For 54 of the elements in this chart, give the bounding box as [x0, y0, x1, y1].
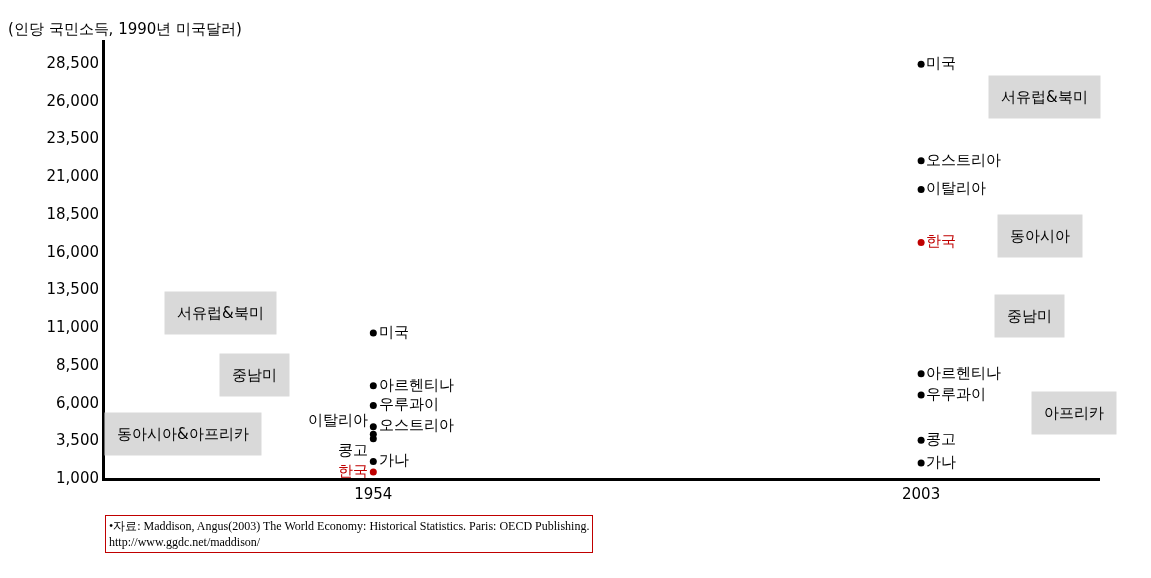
- text: 콩고: [337, 441, 368, 460]
- point: [917, 370, 925, 378]
- text: 오스트리아: [378, 416, 454, 435]
- y-tick-label: 26,000: [46, 91, 99, 110]
- series-label: 미국: [926, 53, 957, 72]
- y-tick-label: 21,000: [46, 167, 99, 186]
- text: 아르헨티나: [378, 375, 454, 394]
- annotation: 서유럽&북미: [177, 304, 264, 322]
- point: [369, 468, 377, 476]
- annotation: 동아시아: [1010, 227, 1070, 245]
- point: [369, 435, 377, 443]
- point: [369, 329, 377, 337]
- series-label: 오스트리아: [926, 150, 1002, 169]
- point: [917, 459, 925, 467]
- series-label: 이탈리아: [926, 179, 987, 198]
- text: 미국: [378, 322, 409, 341]
- y-tick-label: 3,500: [56, 431, 99, 450]
- text: •자료: Maddison, Angus(2003) The World Economy: Historical Statistics. Paris: OECD Publishing. http://www.ggdc.net/maddison/: [109, 519, 590, 549]
- point: [369, 457, 377, 465]
- series-label: 콩고: [926, 429, 957, 448]
- point: [917, 391, 925, 399]
- point: [369, 382, 377, 390]
- annotation: 중남미: [232, 366, 277, 384]
- point: [369, 423, 377, 431]
- point: [917, 436, 925, 444]
- text: 이탈리아: [307, 411, 368, 430]
- y-tick-label: 16,000: [46, 242, 99, 261]
- text: 한국: [337, 461, 368, 480]
- point: [917, 238, 925, 246]
- annotation: 중남미: [1007, 307, 1052, 325]
- text: 우루과이: [378, 395, 439, 414]
- y-tick-label: 13,500: [46, 280, 99, 299]
- annotation: 동아시아&아프리카: [117, 425, 249, 443]
- y-tick-label: 6,000: [56, 393, 99, 412]
- series-label: 우루과이: [926, 384, 987, 403]
- y-tick-label: 28,500: [46, 53, 99, 72]
- series-label: 아르헨티나: [926, 363, 1002, 382]
- series-label: 가나: [926, 452, 957, 471]
- point: [917, 60, 925, 68]
- annotation: 서유럽&북미: [1001, 88, 1088, 106]
- y-tick-label: 18,500: [46, 204, 99, 223]
- point: [917, 186, 925, 194]
- y-axis-title: (인당 국민소득, 1990년 미국달러): [8, 20, 242, 38]
- point: [369, 402, 377, 409]
- text: 가나: [378, 451, 409, 470]
- series-label: 한국: [926, 232, 957, 251]
- annotation: 아프리카: [1044, 404, 1104, 422]
- y-tick-label: 1,000: [56, 469, 99, 488]
- x-tick-label: 2003: [902, 485, 941, 503]
- y-tick-label: 23,500: [46, 129, 99, 148]
- y-tick-label: 11,000: [46, 318, 99, 337]
- y-tick-label: 8,500: [56, 355, 99, 374]
- point: [917, 157, 925, 165]
- x-tick-label: 1954: [354, 485, 393, 503]
